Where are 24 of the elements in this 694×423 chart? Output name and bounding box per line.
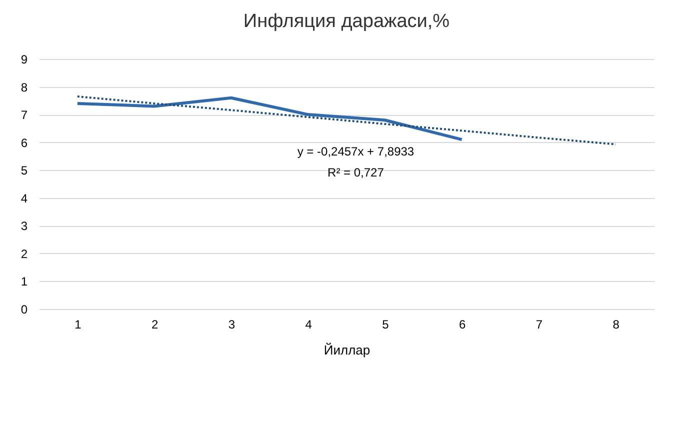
x-tick-label: 6 [458,318,466,332]
line-series [76,96,617,146]
y-tick-label: 8 [20,80,28,94]
x-axis-title: Йиллар [324,342,370,358]
x-tick-label: 2 [151,318,158,332]
x-tick-label: 4 [305,318,312,332]
x-tick-label: 3 [228,318,236,332]
y-tick-label: 6 [20,136,28,150]
x-tick-label: 5 [382,318,390,332]
y-tick-label: 1 [20,274,28,289]
y-tick-label: 9 [20,52,28,66]
x-tick-label: 1 [74,318,82,332]
chart-title: Инфляция даражаси,% [243,11,450,32]
y-tick-label: 2 [20,246,28,261]
y-tick-label: 0 [20,302,28,316]
annotation: R² = 0,727 [328,166,384,180]
line-series [76,96,464,142]
y-tick-label: 3 [20,219,28,234]
x-tick-label: 7 [536,318,543,332]
x-tick-label: 8 [612,318,620,332]
y-tick-label: 7 [20,108,28,122]
annotation: y = -0,2457x + 7,8933 [297,144,414,158]
y-tick-label: 5 [20,164,28,178]
y-tick-label: 4 [20,191,28,206]
